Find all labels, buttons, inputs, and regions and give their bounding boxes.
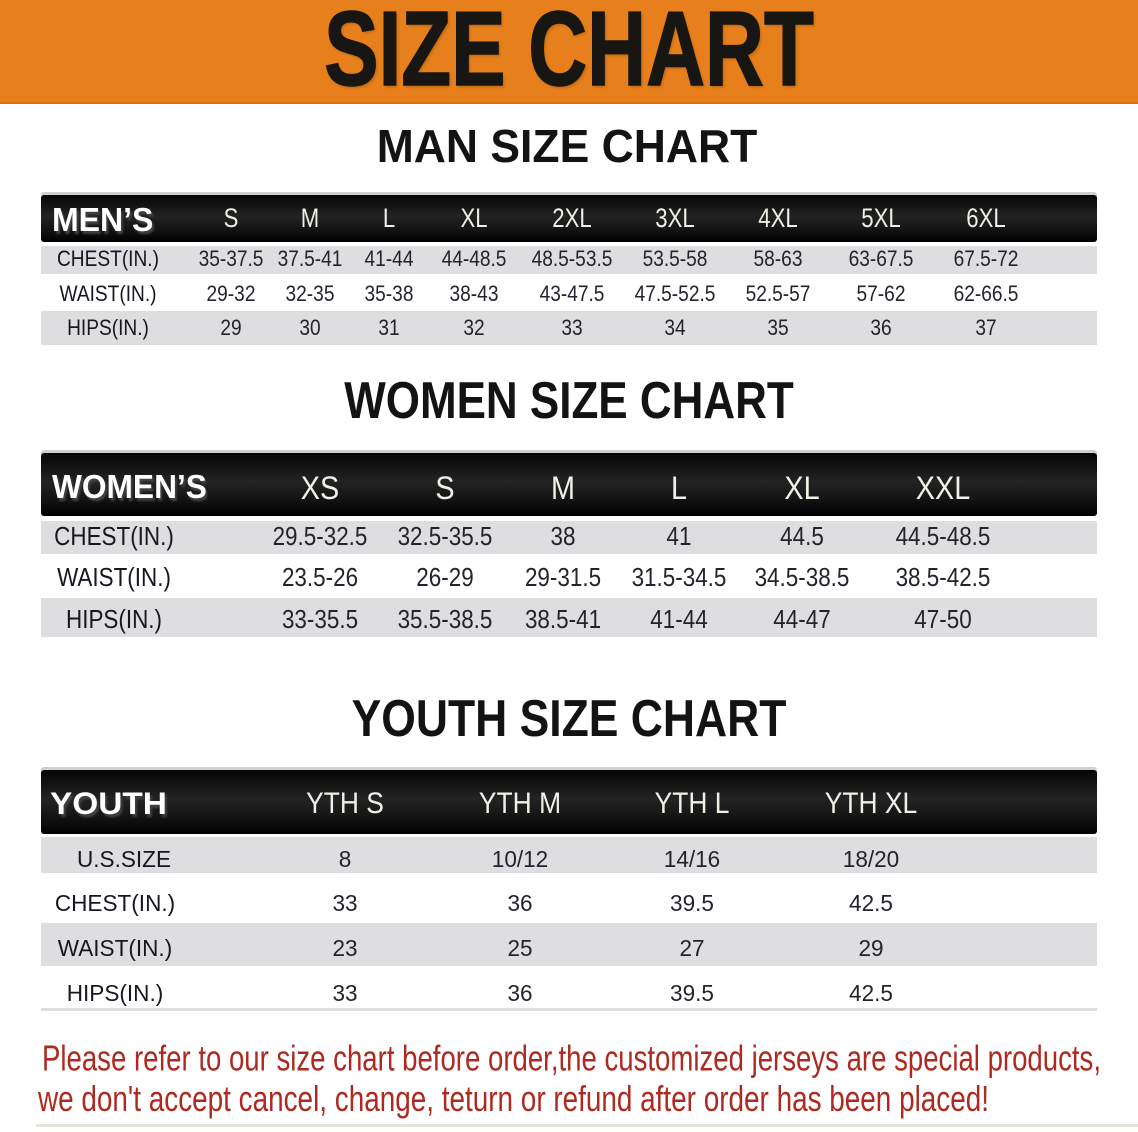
- svg-text:we don't accept cancel, change: we don't accept cancel, change, teturn o…: [37, 1078, 989, 1119]
- svg-text:Please refer to our size chart: Please refer to our size chart before or…: [42, 1038, 1101, 1079]
